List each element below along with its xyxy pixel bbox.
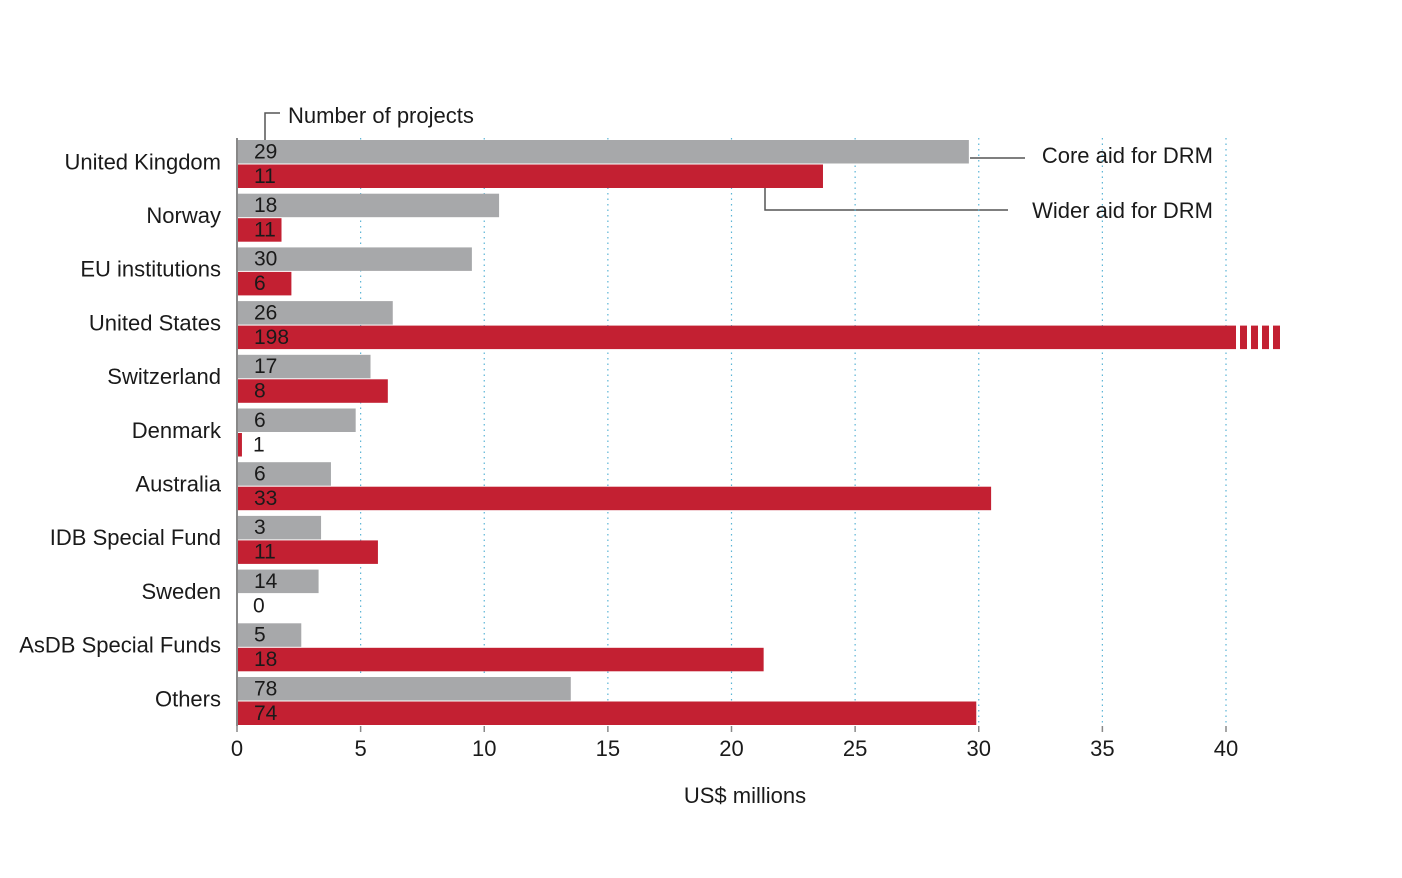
bar: [237, 247, 472, 271]
bar: [237, 486, 992, 511]
bar: [237, 623, 302, 647]
project-count: 11: [254, 541, 276, 564]
bar: [237, 569, 319, 594]
project-count: 3: [254, 516, 266, 539]
x-tick-label: 40: [1214, 736, 1238, 761]
bar: [237, 540, 378, 564]
project-count: 30: [254, 248, 277, 271]
y-tick-label: AsDB Special Funds: [19, 633, 221, 658]
project-count: 11: [254, 165, 276, 188]
projects-leader: [264, 112, 280, 140]
x-tick-label: 20: [719, 736, 743, 761]
y-tick-label: Others: [155, 686, 221, 711]
bar: [237, 515, 322, 540]
x-tick-label: 30: [967, 736, 991, 761]
legend-entry: Wider aid for DRM: [1032, 198, 1213, 223]
project-count: 11: [254, 218, 276, 241]
project-count: 8: [254, 380, 266, 403]
y-tick-label: Denmark: [132, 418, 222, 443]
x-tick-label: 5: [355, 736, 367, 761]
bar: [237, 647, 764, 672]
project-count: 6: [254, 462, 266, 485]
x-tick-label: 15: [596, 736, 620, 761]
break-gap: [1258, 324, 1262, 351]
grid: [360, 138, 1227, 726]
y-tick-label: Switzerland: [107, 364, 221, 389]
project-count: 6: [254, 272, 266, 295]
bar: [237, 462, 331, 486]
project-count: 1: [253, 433, 265, 456]
bar: [237, 325, 1283, 350]
y-tick-label: Norway: [146, 203, 221, 228]
y-tick-label: Australia: [135, 472, 221, 497]
y-tick-label: Sweden: [141, 579, 221, 604]
x-tick-label: 10: [472, 736, 496, 761]
project-count: 18: [254, 194, 277, 217]
bar: [237, 140, 969, 164]
project-count: 78: [254, 677, 277, 700]
project-count: 26: [254, 301, 277, 324]
project-count: 198: [254, 326, 289, 349]
break-gap: [1236, 324, 1240, 351]
y-tick-label: IDB Special Fund: [50, 525, 221, 550]
break-gap: [1269, 324, 1273, 351]
project-count: 17: [254, 355, 277, 378]
project-count: 14: [254, 570, 278, 593]
y-tick-label: EU institutions: [80, 257, 221, 282]
x-tick-label: 35: [1090, 736, 1114, 761]
project-count: 29: [254, 140, 277, 163]
projects-annotation: Number of projects: [288, 103, 474, 128]
bar: [237, 701, 977, 725]
legend-entry: Core aid for DRM: [1042, 143, 1213, 168]
bar: [237, 677, 571, 701]
project-count: 6: [254, 409, 266, 432]
bar: [237, 408, 356, 432]
bar: [237, 379, 388, 403]
bar: [237, 193, 500, 218]
bar: [237, 164, 823, 188]
x-tick-label: 25: [843, 736, 867, 761]
x-tick-label: 0: [231, 736, 243, 761]
project-count: 0: [253, 594, 265, 617]
bar: [237, 354, 371, 379]
wider-leader: [764, 188, 1008, 211]
bar: [237, 301, 393, 325]
x-axis-title: US$ millions: [684, 783, 806, 808]
project-count: 33: [254, 487, 277, 510]
break-gap: [1280, 324, 1284, 351]
project-count: 5: [254, 624, 266, 647]
y-tick-label: United States: [89, 310, 221, 335]
break-gap: [1247, 324, 1251, 351]
bar: [237, 218, 282, 242]
project-count: 74: [254, 702, 278, 725]
bar: [237, 271, 292, 296]
bar: [237, 433, 242, 457]
project-count: 18: [254, 648, 277, 671]
y-tick-label: United Kingdom: [64, 149, 221, 174]
